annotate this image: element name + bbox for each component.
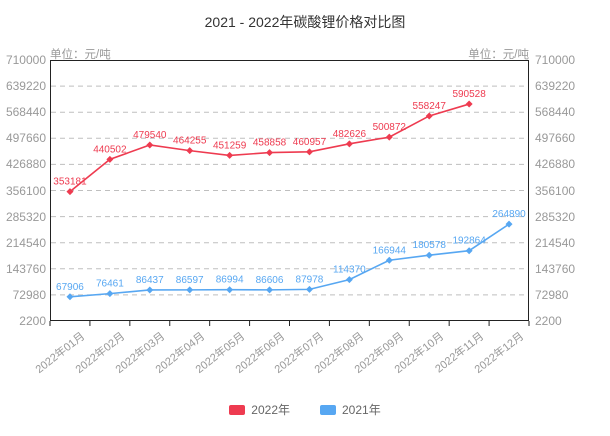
data-point-marker (266, 149, 274, 157)
data-point-marker (305, 285, 313, 293)
data-point-label: 76461 (96, 279, 124, 290)
data-point-label: 440502 (93, 144, 127, 155)
data-point-marker (186, 286, 194, 294)
y-axis-label-right: 214540 (535, 235, 576, 250)
data-point-label: 86437 (136, 275, 164, 286)
data-point-label: 192864 (452, 236, 486, 247)
legend-label-2021: 2021年 (342, 403, 381, 417)
data-point-label: 114370 (333, 265, 366, 276)
unit-label-left: 单位：元/吨 (50, 49, 111, 61)
data-point-label: 86994 (216, 275, 244, 286)
y-axis-label-right: 72980 (535, 287, 569, 302)
data-point-label: 86597 (176, 275, 204, 286)
legend-swatch-2022 (229, 404, 246, 415)
data-point-marker (425, 112, 433, 120)
y-axis-label-left: 426880 (5, 157, 46, 172)
y-axis-label-left: 72980 (12, 287, 46, 302)
y-axis-label-right: 285320 (535, 209, 576, 224)
y-axis-label-right: 143760 (535, 261, 576, 276)
data-point-marker (106, 155, 114, 163)
data-point-marker (66, 293, 74, 301)
y-axis-label-left: 285320 (5, 209, 46, 224)
y-axis-label-right: 497660 (535, 131, 576, 146)
data-point-marker (425, 251, 433, 259)
data-point-marker (505, 220, 513, 228)
data-point-label: 458858 (253, 138, 287, 149)
y-axis-label-left: 2200 (19, 314, 46, 328)
data-point-label: 180578 (413, 240, 447, 251)
data-point-label: 353181 (53, 177, 87, 188)
data-point-label: 558247 (413, 101, 447, 112)
data-point-label: 464255 (173, 136, 207, 147)
y-axis-label-left: 710000 (5, 53, 46, 67)
y-axis-label-right: 639220 (535, 79, 576, 94)
legend-item-2022[interactable]: 2022年 (229, 401, 290, 418)
y-axis-label-right: 710000 (535, 53, 576, 67)
data-point-label: 460957 (293, 137, 327, 148)
data-point-marker (66, 188, 74, 196)
data-point-marker (345, 276, 353, 284)
data-point-label: 479540 (133, 130, 167, 141)
y-axis-label-right: 568440 (535, 105, 576, 120)
data-point-label: 87978 (296, 274, 324, 285)
data-point-label: 590528 (452, 89, 486, 100)
data-point-marker (465, 100, 473, 108)
y-axis-label-right: 356100 (535, 183, 576, 198)
data-point-marker (465, 247, 473, 255)
data-point-marker (226, 151, 234, 159)
data-point-marker (345, 140, 353, 148)
y-axis-label-left: 356100 (5, 183, 46, 198)
chart-title: 2021 - 2022年碳酸锂价格对比图 (204, 14, 406, 30)
series-line-2021年 (69, 223, 510, 298)
data-point-marker (106, 290, 114, 298)
data-point-marker (146, 286, 154, 294)
y-axis-label-right: 426880 (535, 157, 576, 172)
data-point-label: 166944 (373, 245, 407, 256)
legend: 2022年 2021年 (0, 401, 610, 418)
data-point-label: 500872 (373, 122, 407, 133)
legend-item-2021[interactable]: 2021年 (320, 401, 381, 418)
data-point-marker (385, 256, 393, 264)
y-axis-label-left: 143760 (5, 261, 46, 276)
data-point-label: 86606 (256, 275, 284, 286)
legend-swatch-2021 (320, 404, 336, 415)
data-point-label: 482626 (333, 129, 367, 140)
data-point-marker (385, 133, 393, 141)
unit-label-right: 单位：元/吨 (468, 49, 529, 61)
y-axis-label-left: 639220 (5, 79, 46, 94)
data-point-label: 67906 (56, 282, 84, 293)
data-point-marker (226, 286, 234, 294)
legend-label-2022: 2022年 (251, 403, 290, 417)
data-point-marker (266, 286, 274, 294)
data-point-marker (146, 141, 154, 149)
data-point-label: 264890 (492, 209, 526, 220)
y-axis-label-left: 214540 (5, 235, 46, 250)
data-point-marker (305, 148, 313, 156)
data-point-marker (186, 147, 194, 155)
y-axis-label-right: 2200 (535, 314, 562, 328)
y-axis-label-left: 497660 (5, 131, 46, 146)
y-axis-label-left: 568440 (5, 105, 46, 120)
data-point-label: 451259 (213, 140, 247, 151)
